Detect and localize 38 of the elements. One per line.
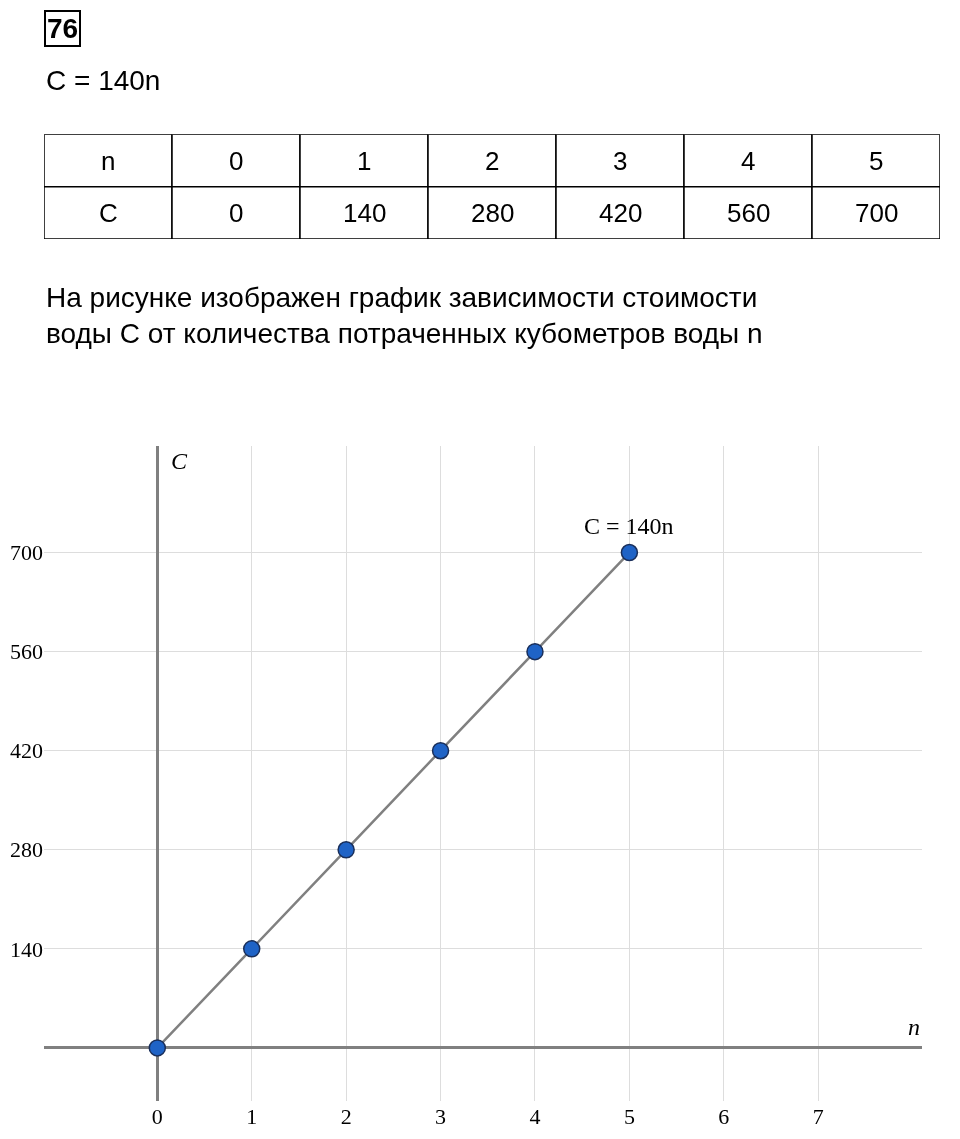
y-axis-title: C xyxy=(171,448,188,474)
x-tick-label: 5 xyxy=(623,1104,635,1129)
point xyxy=(242,940,261,958)
data-label: 700 xyxy=(855,198,899,228)
x-tick-label: 0 xyxy=(229,146,244,176)
x-tick-label: 2 xyxy=(485,146,500,176)
point xyxy=(337,841,355,859)
x-tick-label: 3 xyxy=(613,146,628,176)
x-tick-label: 4 xyxy=(741,146,756,176)
y-tick-label: 700 xyxy=(10,540,43,566)
data-label: 420 xyxy=(599,198,643,228)
y-tick-label: 140 xyxy=(10,936,43,962)
y-tick-label: 280 xyxy=(10,837,43,863)
x-axis-title: n xyxy=(101,146,116,176)
x-tick-label: 3 xyxy=(435,1104,447,1129)
x-tick-label: 1 xyxy=(246,1104,258,1129)
x-tick-label: 4 xyxy=(529,1104,541,1129)
x-tick-label: 6 xyxy=(718,1104,730,1129)
annotation: C = 140n xyxy=(584,513,674,539)
chart-title: 76 xyxy=(47,13,79,44)
point xyxy=(148,1039,167,1057)
text: C = 140n xyxy=(46,65,161,96)
x-tick-label: 7 xyxy=(812,1104,824,1129)
point xyxy=(620,543,639,562)
x-tick-label: 5 xyxy=(869,146,884,176)
x-tick-label: 2 xyxy=(340,1104,352,1129)
data-label: 280 xyxy=(471,198,515,228)
data-label: 0 xyxy=(229,198,244,228)
point xyxy=(526,642,544,661)
y-tick-label: 560 xyxy=(10,639,43,665)
x-tick-label: 0 xyxy=(151,1104,163,1129)
x-tick-label: 1 xyxy=(357,146,372,176)
data-label: 140 xyxy=(343,198,387,228)
point xyxy=(431,741,450,760)
x-axis-title: n xyxy=(908,1014,920,1040)
y-tick-label: 420 xyxy=(10,738,43,764)
chart-subtitle: На рисунке изображен график зависимости стоимости воды C от количества потраченных кубометров воды n xyxy=(46,282,763,350)
data-label: 560 xyxy=(727,198,771,228)
